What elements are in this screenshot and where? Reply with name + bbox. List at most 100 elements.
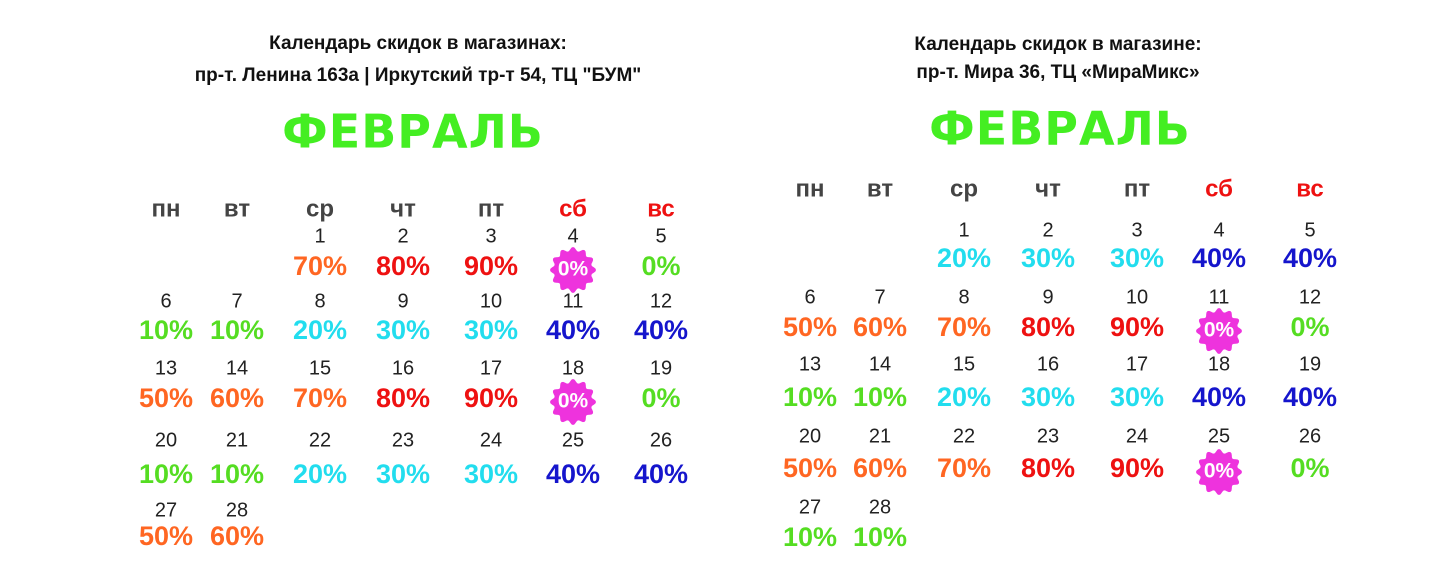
day-number: 25 xyxy=(562,429,584,451)
discount: 40% xyxy=(546,315,600,345)
discount: 0% xyxy=(558,258,589,281)
discount: 60% xyxy=(853,312,907,342)
discount: 20% xyxy=(937,243,991,273)
discount: 90% xyxy=(464,251,518,281)
day-number: 20 xyxy=(155,429,177,451)
discount: 10% xyxy=(210,459,264,489)
day-number: 11 xyxy=(1209,286,1230,308)
day-number: 9 xyxy=(1042,286,1053,308)
calendar-title: пр-т. Ленина 163а | Иркутский тр-т 54, Т… xyxy=(195,65,642,86)
weekday: чт xyxy=(1035,175,1061,202)
discount: 60% xyxy=(210,521,264,551)
day-number: 13 xyxy=(155,357,177,379)
day-number: 5 xyxy=(655,225,666,247)
discount: 80% xyxy=(1021,453,1075,483)
discount: 30% xyxy=(376,459,430,489)
day-number: 18 xyxy=(562,357,584,379)
day-number: 26 xyxy=(1299,425,1321,447)
day-number: 7 xyxy=(231,290,242,312)
discount: 40% xyxy=(634,459,688,489)
discount: 50% xyxy=(783,453,837,483)
day-number: 21 xyxy=(869,425,891,447)
discount: 30% xyxy=(376,315,430,345)
day-number: 22 xyxy=(309,429,331,451)
day-number: 16 xyxy=(392,357,414,379)
day-number: 13 xyxy=(799,353,821,375)
discount: 10% xyxy=(853,382,907,412)
weekday: ср xyxy=(950,175,978,202)
discount: 90% xyxy=(1110,312,1164,342)
discount: 30% xyxy=(1110,243,1164,273)
day-number: 12 xyxy=(650,290,672,312)
day-number: 15 xyxy=(309,357,331,379)
discount: 40% xyxy=(546,459,600,489)
discount: 10% xyxy=(139,315,193,345)
discount: 30% xyxy=(464,315,518,345)
day-number: 19 xyxy=(1299,353,1321,375)
weekday: сб xyxy=(1205,175,1233,202)
day-number: 6 xyxy=(160,290,171,312)
day-number: 12 xyxy=(1299,286,1321,308)
weekday: сб xyxy=(559,195,587,222)
day-number: 15 xyxy=(953,353,975,375)
discount: 50% xyxy=(139,383,193,413)
day-number: 20 xyxy=(799,425,821,447)
discount: 70% xyxy=(293,383,347,413)
day-number: 9 xyxy=(397,290,408,312)
discount: 70% xyxy=(937,312,991,342)
discount: 0% xyxy=(1290,312,1329,342)
day-number: 17 xyxy=(1126,353,1148,375)
discount: 30% xyxy=(464,459,518,489)
discount: 60% xyxy=(210,383,264,413)
day-number: 7 xyxy=(874,286,885,308)
day-number: 16 xyxy=(1037,353,1059,375)
day-number: 6 xyxy=(804,286,815,308)
discount-badge xyxy=(550,247,596,293)
day-number: 24 xyxy=(480,429,502,451)
discount: 20% xyxy=(937,382,991,412)
day-number: 8 xyxy=(958,286,969,308)
discount: 60% xyxy=(853,453,907,483)
weekday: пн xyxy=(796,175,825,202)
discount: 40% xyxy=(1192,382,1246,412)
day-number: 3 xyxy=(485,225,496,247)
day-number: 27 xyxy=(155,499,177,521)
day-number: 17 xyxy=(480,357,502,379)
discount: 20% xyxy=(293,315,347,345)
day-number: 26 xyxy=(650,429,672,451)
discount: 30% xyxy=(1021,382,1075,412)
calendar-title: Календарь скидок в магазине: xyxy=(914,34,1201,55)
discount: 90% xyxy=(464,383,518,413)
discount-badge xyxy=(1196,308,1242,354)
day-number: 2 xyxy=(397,225,408,247)
weekday: вт xyxy=(224,195,250,222)
day-number: 4 xyxy=(567,225,578,247)
day-number: 8 xyxy=(314,290,325,312)
discount: 10% xyxy=(853,522,907,552)
day-number: 28 xyxy=(869,496,891,518)
day-number: 27 xyxy=(799,496,821,518)
day-number: 25 xyxy=(1208,425,1230,447)
day-number: 10 xyxy=(1126,286,1148,308)
discount: 80% xyxy=(1021,312,1075,342)
discount: 40% xyxy=(634,315,688,345)
discount: 0% xyxy=(1204,460,1235,483)
discount: 30% xyxy=(1021,243,1075,273)
month-name: ФЕВРАЛЬ xyxy=(282,105,544,159)
weekday: пт xyxy=(1124,175,1150,202)
discount: 10% xyxy=(783,522,837,552)
discount: 40% xyxy=(1192,243,1246,273)
day-number: 1 xyxy=(958,219,969,241)
discount: 40% xyxy=(1283,243,1337,273)
discount: 80% xyxy=(376,383,430,413)
day-number: 1 xyxy=(314,225,325,247)
weekday: пт xyxy=(478,195,504,222)
discount: 90% xyxy=(1110,453,1164,483)
day-number: 2 xyxy=(1042,219,1053,241)
day-number: 10 xyxy=(480,290,502,312)
day-number: 4 xyxy=(1213,219,1224,241)
discount: 10% xyxy=(210,315,264,345)
calendar-title: Календарь скидок в магазинах: xyxy=(269,33,567,54)
day-number: 3 xyxy=(1131,219,1142,241)
